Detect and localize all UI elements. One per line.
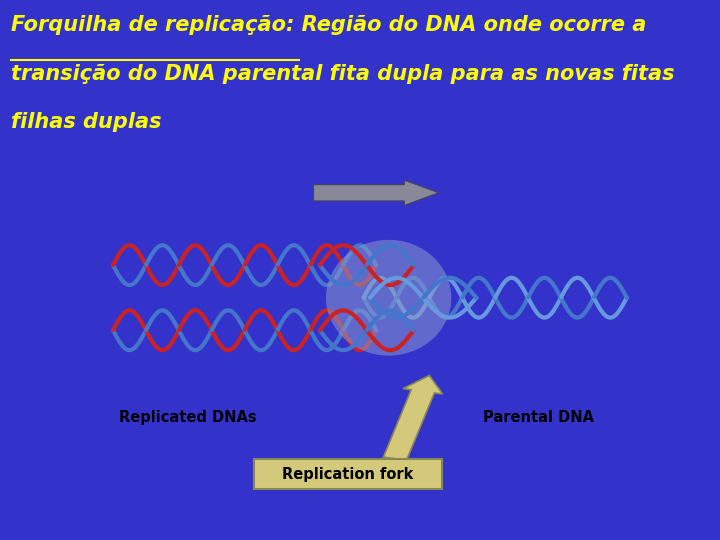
Text: transição do DNA parental fita dupla para as novas fitas: transição do DNA parental fita dupla par… <box>11 64 675 84</box>
Text: filhas duplas: filhas duplas <box>11 112 161 132</box>
Text: Forquilha de replicação: Região do DNA onde ocorre a: Forquilha de replicação: Região do DNA o… <box>11 15 646 35</box>
Text: Replicated DNAs: Replicated DNAs <box>120 410 257 424</box>
FancyArrow shape <box>383 375 443 460</box>
Text: Replication fork: Replication fork <box>282 467 413 482</box>
Text: Parental DNA: Parental DNA <box>484 410 595 424</box>
FancyArrow shape <box>313 180 438 205</box>
Ellipse shape <box>326 240 451 356</box>
FancyBboxPatch shape <box>254 458 442 489</box>
